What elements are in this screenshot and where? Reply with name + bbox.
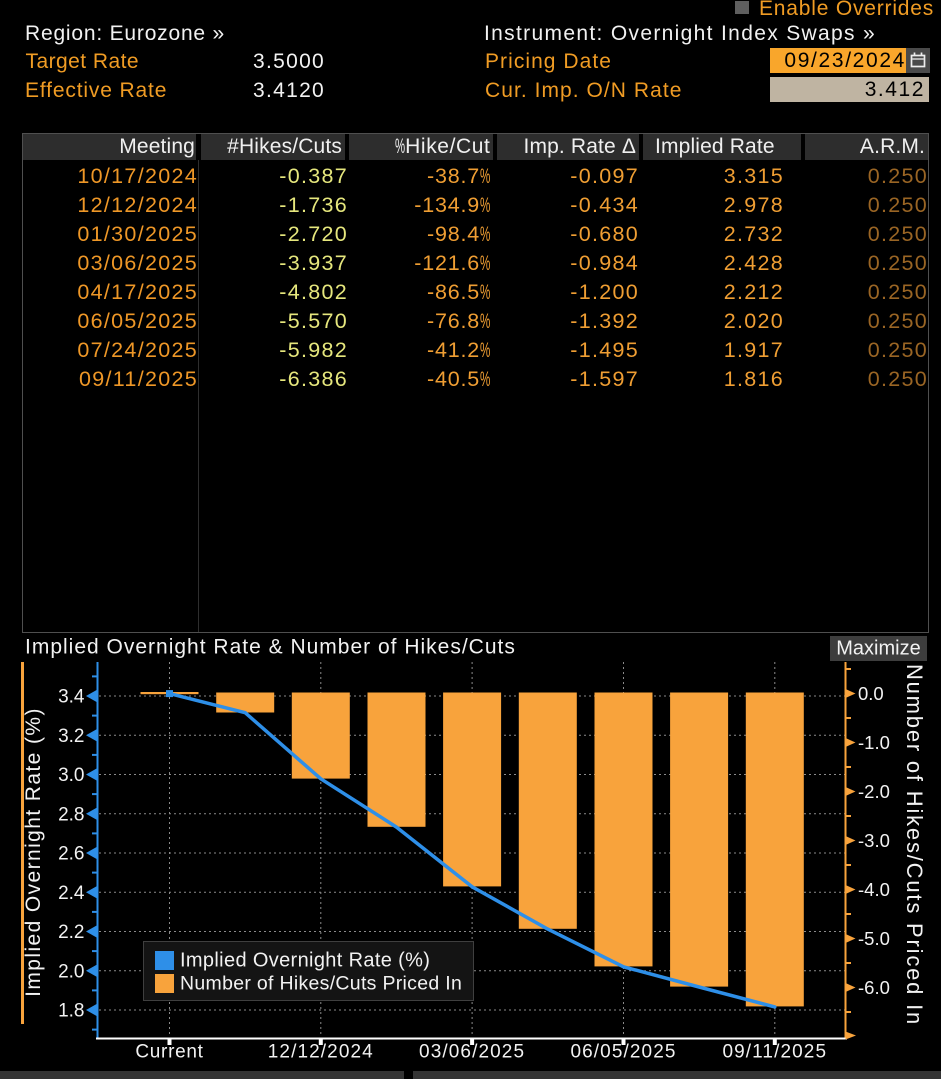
svg-text:Implied Overnight Rate & Numbe: Implied Overnight Rate & Number of Hikes… [25,636,516,659]
svg-text:Maximize: Maximize [836,638,920,660]
svg-text:0.0: 0.0 [858,683,884,704]
svg-text:2.0: 2.0 [58,961,84,982]
svg-text:3.4: 3.4 [58,687,85,708]
svg-text:Implied Overnight Rate (%): Implied Overnight Rate (%) [22,707,45,997]
svg-text:-3.0: -3.0 [858,830,890,851]
svg-text:-2.0: -2.0 [858,781,890,802]
svg-text:2.8: 2.8 [58,804,84,825]
svg-text:-4.0: -4.0 [858,879,890,900]
svg-text:-1.0: -1.0 [858,732,890,753]
svg-text:1.8: 1.8 [58,1001,84,1022]
svg-text:3.0: 3.0 [58,765,84,786]
svg-text:-5.0: -5.0 [858,928,890,949]
svg-text:Implied Overnight Rate (%): Implied Overnight Rate (%) [180,950,430,972]
svg-text:Number of Hikes/Cuts Priced In: Number of Hikes/Cuts Priced In [180,973,462,995]
svg-text:2.4: 2.4 [58,883,85,904]
svg-text:09/11/2025: 09/11/2025 [722,1042,827,1063]
svg-text:2.2: 2.2 [58,922,84,943]
svg-text:Current: Current [135,1042,203,1063]
svg-text:-6.0: -6.0 [858,977,890,998]
svg-text:03/06/2025: 03/06/2025 [419,1042,525,1063]
svg-text:3.2: 3.2 [58,726,84,747]
svg-text:06/05/2025: 06/05/2025 [570,1042,676,1063]
svg-text:2.6: 2.6 [58,844,84,865]
svg-text:Number of Hikes/Cuts Priced In: Number of Hikes/Cuts Priced In [902,664,927,1026]
svg-text:12/12/2024: 12/12/2024 [268,1042,374,1063]
